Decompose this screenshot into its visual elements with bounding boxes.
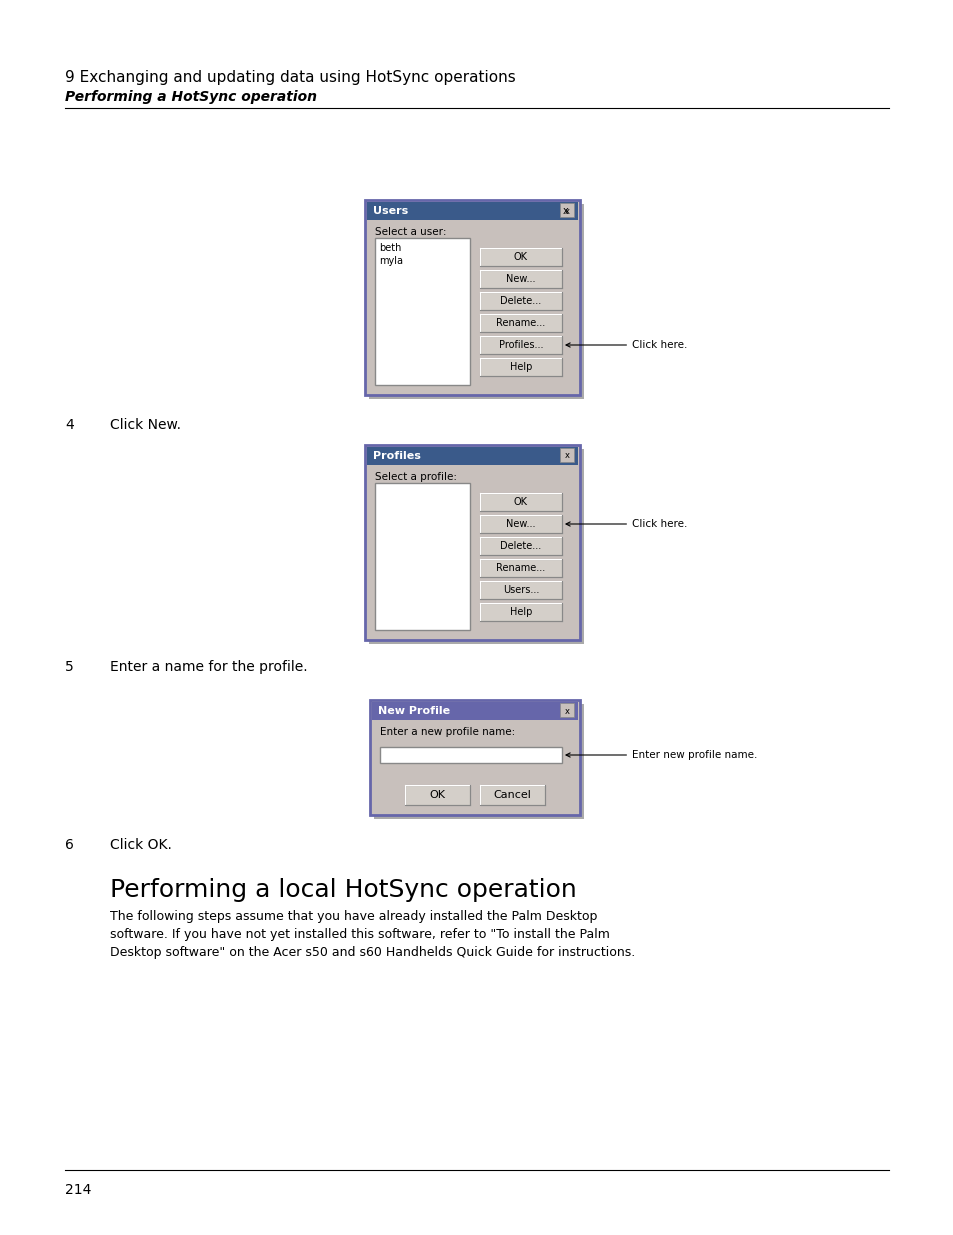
Text: New Profile: New Profile <box>377 706 450 716</box>
FancyBboxPatch shape <box>369 450 583 643</box>
FancyBboxPatch shape <box>559 203 574 217</box>
FancyBboxPatch shape <box>479 314 561 332</box>
FancyBboxPatch shape <box>369 204 583 399</box>
Text: Click New.: Click New. <box>110 417 181 432</box>
FancyBboxPatch shape <box>370 700 579 815</box>
Text: Users...: Users... <box>502 585 538 595</box>
FancyBboxPatch shape <box>479 493 561 511</box>
FancyBboxPatch shape <box>367 203 578 220</box>
Text: Enter a name for the profile.: Enter a name for the profile. <box>110 659 307 674</box>
Text: OK: OK <box>514 496 527 508</box>
FancyBboxPatch shape <box>479 248 561 266</box>
FancyBboxPatch shape <box>405 785 470 805</box>
FancyBboxPatch shape <box>479 336 561 354</box>
Text: Enter a new profile name:: Enter a new profile name: <box>379 727 515 737</box>
FancyBboxPatch shape <box>479 559 561 577</box>
Text: OK: OK <box>514 252 527 262</box>
Text: Enter new profile name.: Enter new profile name. <box>565 750 757 760</box>
Text: Cancel: Cancel <box>493 790 531 800</box>
FancyBboxPatch shape <box>365 445 579 640</box>
Text: Help: Help <box>509 606 532 618</box>
FancyBboxPatch shape <box>375 483 470 630</box>
FancyBboxPatch shape <box>479 537 561 555</box>
Text: Profiles: Profiles <box>373 451 420 461</box>
FancyBboxPatch shape <box>479 580 561 599</box>
Text: Rename...: Rename... <box>496 317 545 329</box>
Text: New...: New... <box>506 274 536 284</box>
FancyBboxPatch shape <box>374 704 583 819</box>
Text: New...: New... <box>506 519 536 529</box>
Text: Delete...: Delete... <box>500 296 541 306</box>
Text: x: x <box>564 452 569 461</box>
Text: Select a user:: Select a user: <box>375 227 446 237</box>
FancyBboxPatch shape <box>479 358 561 375</box>
FancyBboxPatch shape <box>559 703 574 718</box>
FancyBboxPatch shape <box>479 603 561 621</box>
Text: x: x <box>564 206 569 215</box>
Text: 9 Exchanging and updating data using HotSync operations: 9 Exchanging and updating data using Hot… <box>65 70 516 85</box>
FancyBboxPatch shape <box>479 515 561 534</box>
FancyBboxPatch shape <box>479 270 561 288</box>
Text: x: x <box>564 706 569 715</box>
FancyBboxPatch shape <box>559 448 574 462</box>
Text: Users: Users <box>373 206 408 216</box>
Text: Click here.: Click here. <box>565 340 687 350</box>
FancyBboxPatch shape <box>375 238 470 385</box>
Text: Help: Help <box>509 362 532 372</box>
Text: x: x <box>562 206 568 216</box>
Text: Click here.: Click here. <box>565 519 687 529</box>
Text: Select a profile:: Select a profile: <box>375 472 456 482</box>
FancyBboxPatch shape <box>365 200 579 395</box>
FancyBboxPatch shape <box>479 785 544 805</box>
Text: Rename...: Rename... <box>496 563 545 573</box>
Text: Performing a local HotSync operation: Performing a local HotSync operation <box>110 878 577 902</box>
FancyBboxPatch shape <box>367 447 578 466</box>
Text: 6: 6 <box>65 839 73 852</box>
Text: Click OK.: Click OK. <box>110 839 172 852</box>
Text: 4: 4 <box>65 417 73 432</box>
Text: 5: 5 <box>65 659 73 674</box>
FancyBboxPatch shape <box>379 747 561 763</box>
Text: myla: myla <box>378 256 402 266</box>
FancyBboxPatch shape <box>479 291 561 310</box>
Text: Performing a HotSync operation: Performing a HotSync operation <box>65 90 316 104</box>
Text: beth: beth <box>378 243 401 253</box>
Text: OK: OK <box>429 790 445 800</box>
Text: Profiles...: Profiles... <box>498 340 542 350</box>
Text: Delete...: Delete... <box>500 541 541 551</box>
Text: 214: 214 <box>65 1183 91 1197</box>
FancyBboxPatch shape <box>372 701 578 720</box>
Text: The following steps assume that you have already installed the Palm Desktop
soft: The following steps assume that you have… <box>110 910 635 960</box>
